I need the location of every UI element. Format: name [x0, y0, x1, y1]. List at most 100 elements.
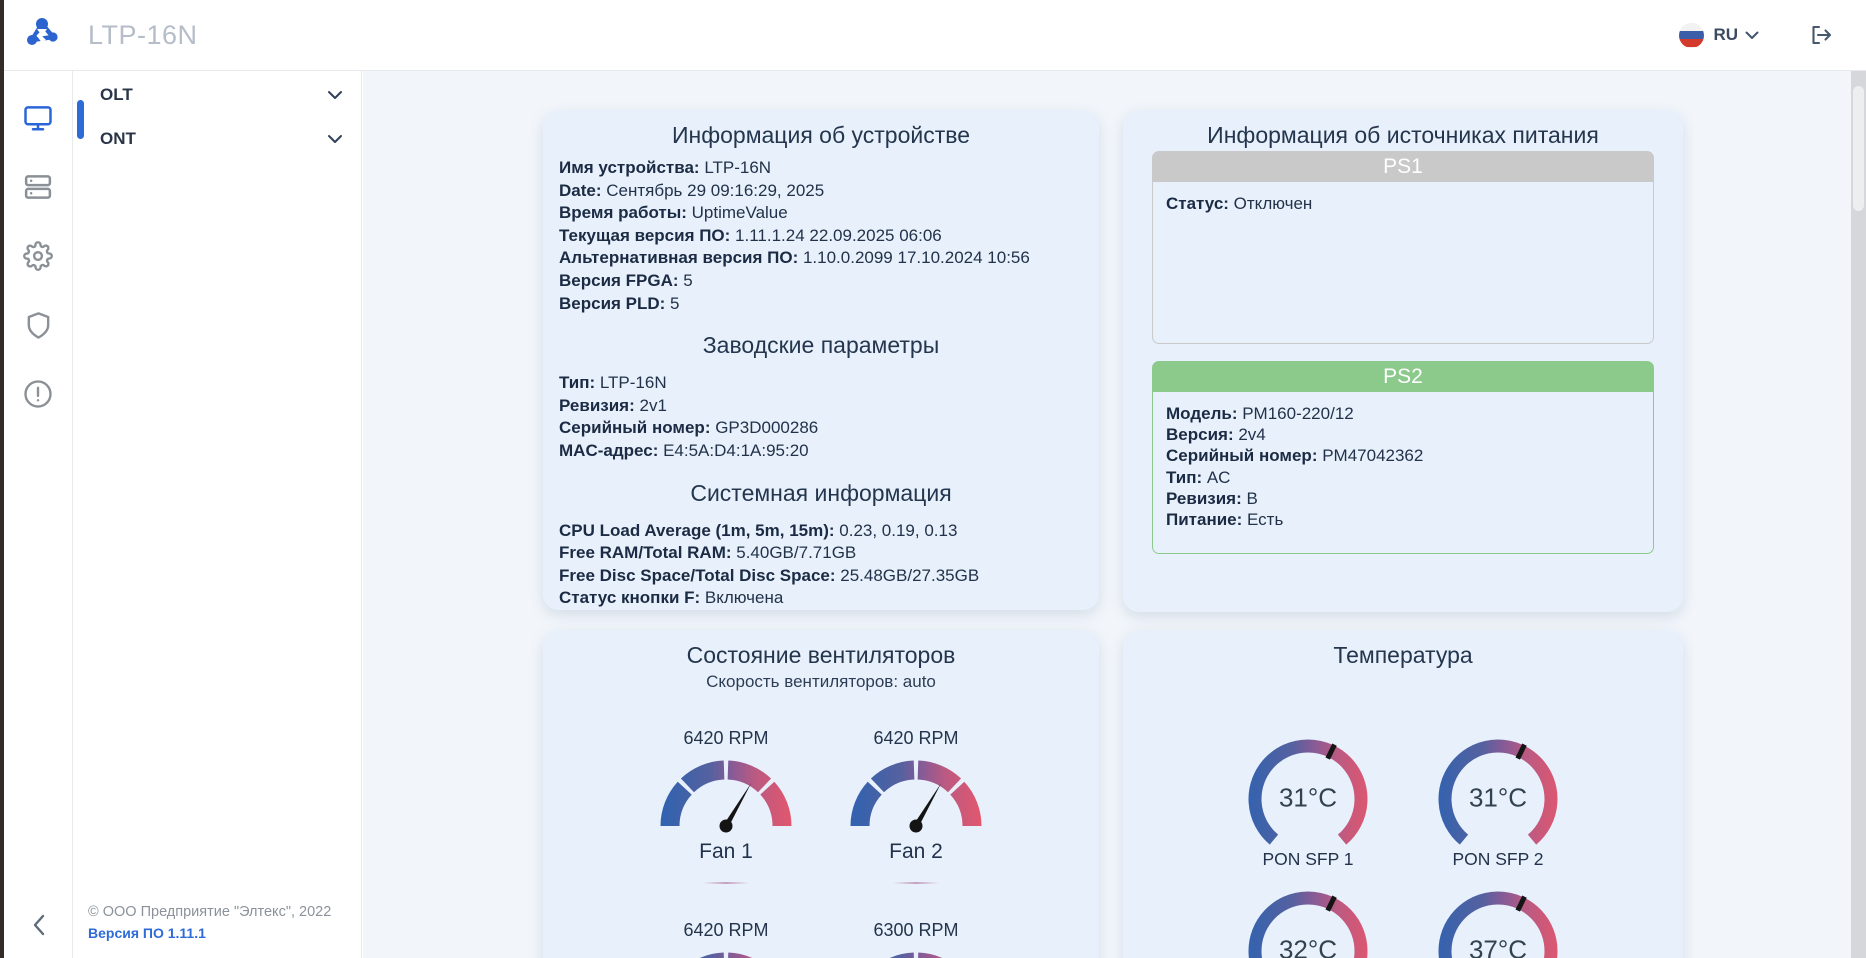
shield-icon[interactable]	[23, 310, 53, 340]
temp-gauge: 37°C	[1432, 885, 1564, 958]
psu-header: PS1	[1152, 151, 1654, 182]
info-line: Версия PLD: 5	[559, 293, 680, 313]
brand: LTP-16N	[4, 16, 198, 54]
info-line: Серийный номер: GP3D000286	[559, 418, 819, 438]
temp-gauge-ring	[1438, 739, 1558, 845]
info-line: Ревизия: 2v1	[559, 395, 667, 415]
fan-rpm-value: 6300 RPM	[873, 920, 959, 940]
needle-hub	[909, 819, 923, 833]
topbar-actions: RU	[1679, 0, 1834, 70]
info-line: Date: Сентябрь 29 09:16:29, 2025	[559, 180, 825, 200]
fan-name: Fan 2	[889, 840, 943, 863]
info-line: Тип: AC	[1166, 467, 1231, 487]
temp-gauge-ring	[1248, 739, 1368, 845]
fans-card: Состояние вентиляторов Скорость вентилят…	[543, 630, 1099, 958]
icon-rail	[4, 71, 73, 958]
flag-ru-icon	[1679, 22, 1705, 48]
sidebar-footer: © ООО Предприятие "Элтекс", 2022 Версия …	[88, 902, 331, 944]
fan-gauge-dial	[889, 952, 943, 958]
info-line: Статус кнопки F: Включена	[559, 588, 784, 608]
temp-gauge-ring	[1438, 891, 1558, 958]
scrollbar-thumb[interactable]	[1853, 86, 1864, 211]
info-line: Время работы: UptimeValue	[559, 203, 788, 223]
chevron-down-icon[interactable]	[1745, 31, 1759, 40]
window-edge	[0, 0, 4, 958]
info-line: Free RAM/Total RAM: 5.40GB/7.71GB	[559, 543, 857, 563]
section-lines: CPU Load Average (1m, 5m, 15m): 0.23, 0.…	[543, 520, 1099, 610]
sidebar-item-ont[interactable]: ONT	[74, 119, 361, 159]
server-rack-icon[interactable]	[23, 172, 53, 202]
sensor-name: PON SFP 1	[1262, 849, 1354, 869]
active-menu-indicator	[77, 100, 84, 139]
fan-gauge-dial	[850, 760, 982, 833]
copyright-text: © ООО Предприятие "Элтекс", 2022	[88, 904, 332, 920]
info-line: Free Disc Space/Total Disc Space: 25.48G…	[559, 565, 980, 585]
info-line: Тип: LTP-16N	[559, 373, 667, 393]
info-line: Версия: 2v4	[1166, 425, 1266, 445]
temp-gauge-grid: 31°C PON SFP 1 31°C PON SFP 2 32	[1213, 733, 1593, 958]
top-bar: LTP-16N RU	[4, 0, 1866, 71]
fan-gauge: 6420 RPM	[631, 920, 821, 958]
psu-list: PS1 Статус: Отключен PS2 Модель: PM160-2…	[1152, 151, 1654, 554]
fan-gauge: 6300 RPM	[821, 920, 1011, 958]
vertical-scrollbar[interactable]	[1851, 71, 1866, 958]
sidebar-collapse-button[interactable]	[4, 914, 73, 936]
psu-block-ps2: PS2 Модель: PM160-220/12 Версия: 2v4 Серий…	[1152, 361, 1654, 554]
threshold-tick	[1515, 743, 1527, 760]
menu-label-olt: OLT	[100, 85, 133, 104]
fan-gauge-dial	[660, 760, 792, 833]
gauge-divider	[893, 882, 939, 884]
sensor-name: PON SFP 2	[1452, 849, 1544, 869]
temp-gauge-ring	[1248, 891, 1368, 958]
fan-name: Fan 1	[699, 840, 753, 863]
chevron-down-icon	[328, 135, 342, 143]
temperature-card: Температура 31°C PON SFP 1 31°C PON SFP	[1123, 630, 1683, 958]
card-title: Температура	[1333, 642, 1473, 668]
page-title: LTP-16N	[88, 19, 198, 50]
language-selector[interactable]: RU	[1713, 25, 1738, 44]
card-title: Информация об источниках питания	[1207, 122, 1599, 148]
threshold-tick	[1325, 743, 1337, 760]
psu-header: PS2	[1152, 361, 1654, 392]
section-heading: Заводские параметры	[702, 332, 940, 359]
sidebar-item-olt[interactable]: OLT	[74, 75, 361, 115]
logout-icon[interactable]	[1809, 23, 1834, 47]
temperature-value: 32°C	[1278, 934, 1338, 958]
needle-hub	[719, 819, 733, 833]
info-line: Статус: Отключен	[1166, 194, 1313, 213]
temp-gauge: 31°C PON SFP 1	[1242, 733, 1374, 869]
alert-circle-icon[interactable]	[23, 379, 53, 409]
fan-rpm-value: 6420 RPM	[873, 728, 959, 748]
fan-speed-mode: Скорость вентиляторов: auto	[706, 672, 936, 691]
info-line: Текущая версия ПО: 1.11.1.24 22.09.2025 …	[559, 225, 942, 245]
card-title: Состояние вентиляторов	[686, 642, 956, 668]
sidebar-menu: OLT ONT © ООО Предприятие "Элтекс", 2022…	[74, 71, 362, 958]
main-content: Информация об устройстве Имя устройства:…	[363, 71, 1866, 958]
info-line: Ревизия: B	[1166, 488, 1258, 508]
eltex-logo-icon	[27, 18, 58, 45]
firmware-version-link[interactable]: Версия ПО 1.11.1	[88, 925, 206, 941]
psu-body: Модель: PM160-220/12 Версия: 2v4 Серийный …	[1152, 392, 1654, 554]
menu-label-ont: ONT	[100, 129, 136, 148]
fan-gauge: 6420 RPM Fan 1	[631, 728, 821, 884]
psu-body: Статус: Отключен	[1152, 182, 1654, 344]
fan-gauge: 6420 RPM Fan 2	[821, 728, 1011, 884]
info-line: Серийный номер: PM47042362	[1166, 446, 1424, 466]
device-info-card: Информация об устройстве Имя устройства:…	[543, 110, 1099, 610]
device-info-sections: Заводские параметры Тип: LTP-16N Ревизия:…	[543, 331, 1099, 610]
info-line: Питание: Есть	[1166, 510, 1284, 530]
gauge-divider	[703, 882, 749, 884]
device-info-list: Имя устройства: LTP-16N Date: Сентябрь 29…	[543, 149, 1099, 315]
psu-block-ps1: PS1 Статус: Отключен	[1152, 151, 1654, 344]
info-line: CPU Load Average (1m, 5m, 15m): 0.23, 0.…	[559, 520, 958, 540]
temperature-value: 37°C	[1468, 934, 1528, 958]
gear-icon[interactable]	[23, 241, 53, 271]
monitor-icon[interactable]	[23, 103, 53, 133]
fan-rpm-value: 6420 RPM	[683, 728, 769, 748]
section-lines: Тип: LTP-16N Ревизия: 2v1 Серийный номер: …	[543, 372, 1099, 462]
temp-gauge: 32°C	[1242, 885, 1374, 958]
info-line: MAC-адрес: E4:5A:D4:1A:95:20	[559, 440, 809, 460]
threshold-tick	[1325, 895, 1337, 912]
fan-gauge-grid: 6420 RPM Fan 1 6420 RPM Fan 2 6420 RPM	[631, 728, 1011, 958]
